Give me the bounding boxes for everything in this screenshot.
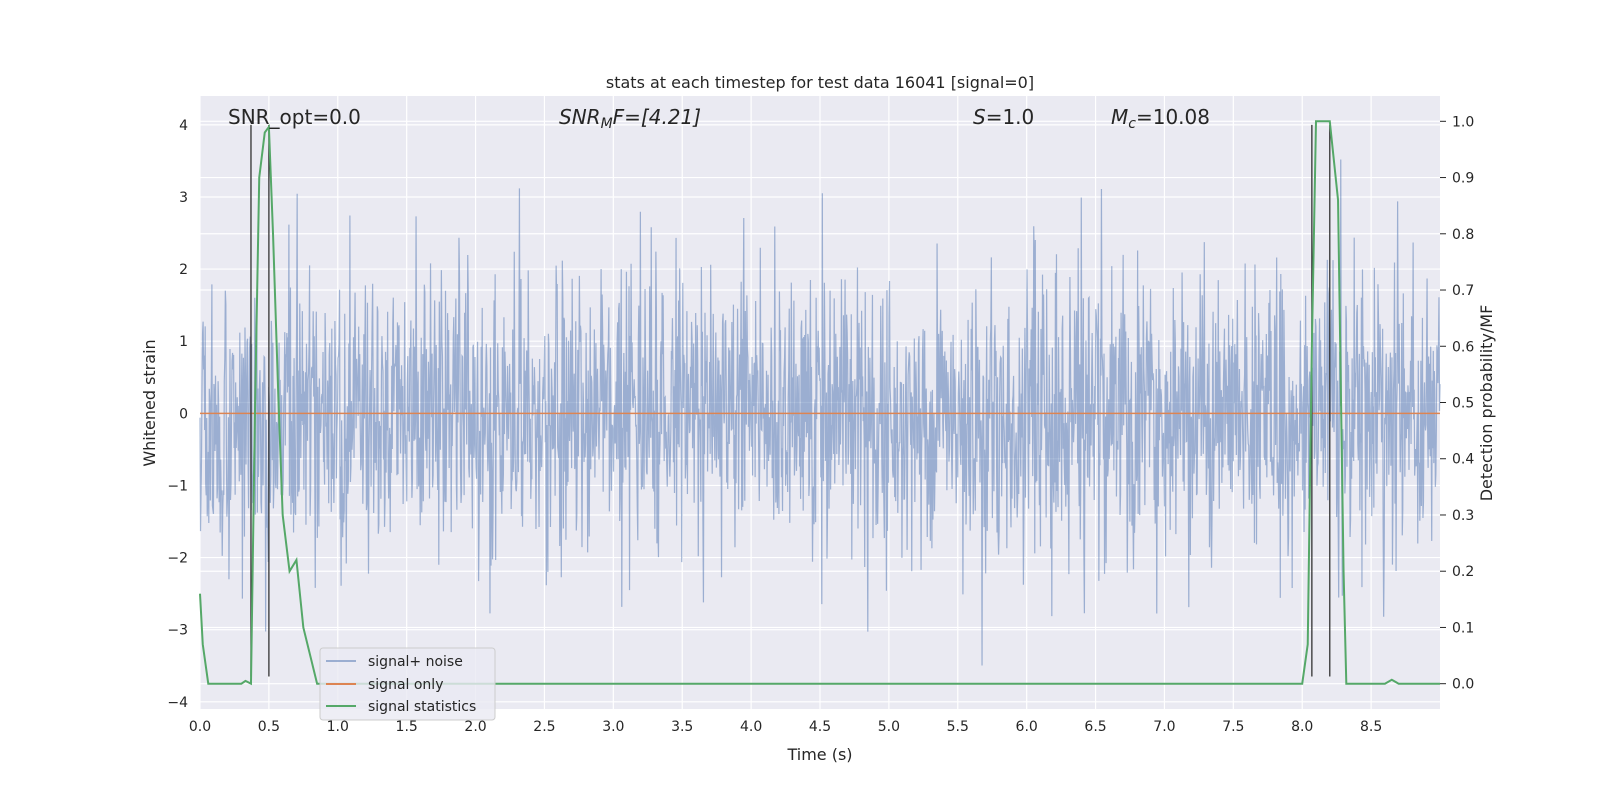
x-tick-label-2: 1.0	[327, 719, 349, 735]
mc-value: =10.08	[1136, 105, 1210, 129]
x-tick-label-3: 1.5	[396, 719, 418, 735]
y-axis-ticks: −4 −3 −2 −1 0 1 2 3 4	[167, 118, 188, 711]
annotation-s: S=1.0	[973, 105, 1034, 129]
x-tick-label-16: 8.0	[1291, 719, 1313, 735]
x-tick-label-4: 2.0	[464, 719, 486, 735]
x-tick-label-10: 5.0	[878, 719, 900, 735]
s-label: S	[973, 105, 986, 129]
x-tick-label-12: 6.0	[1016, 719, 1038, 735]
y2-axis-ticks: 0.0 0.1 0.2 0.3 0.4 0.5 0.6 0.7 0.8 0.9 1.0	[1440, 114, 1474, 693]
snr-mf-main: SNR	[559, 105, 601, 129]
y2-tick-label-1: 0.1	[1452, 620, 1474, 636]
y2-axis-label: Detection probability/MF	[1477, 305, 1496, 502]
y2-tick-label-2: 0.2	[1452, 564, 1474, 580]
y-tick-label-6: 2	[179, 262, 188, 278]
x-tick-label-0: 0.0	[189, 719, 211, 735]
x-tick-label-11: 5.5	[947, 719, 969, 735]
y2-tick-label-3: 0.3	[1452, 508, 1474, 524]
legend-label-stats: signal statistics	[368, 699, 476, 715]
annotation-mc: Mc=10.08	[1111, 105, 1210, 132]
x-tick-label-7: 3.5	[671, 719, 693, 735]
y-axis-label: Whitened strain	[140, 339, 159, 466]
y-tick-label-5: 1	[179, 334, 188, 350]
y2-tick-label-6: 0.6	[1452, 339, 1474, 355]
y-tick-label-1: −3	[167, 623, 188, 639]
legend: signal+ noise signal only signal statist…	[319, 647, 496, 721]
x-axis-label: Time (s)	[786, 745, 852, 764]
x-tick-label-9: 4.5	[809, 719, 831, 735]
annotation-snr-opt: SNR_opt=0.0	[228, 105, 361, 129]
x-tick-label-6: 3.0	[602, 719, 624, 735]
snr-mf-sub: M	[601, 116, 613, 132]
annotation-snr-mf: SNRMF=[4.21]	[559, 105, 701, 132]
y2-tick-label-9: 0.9	[1452, 171, 1474, 187]
y-tick-label-2: −2	[167, 551, 188, 567]
y2-tick-label-4: 0.4	[1452, 452, 1474, 468]
y2-tick-label-0: 0.0	[1452, 677, 1474, 693]
series-signal-noise	[199, 159, 1441, 666]
legend-box	[319, 647, 496, 721]
x-tick-label-8: 4.0	[740, 719, 762, 735]
y-tick-label-3: −1	[167, 478, 188, 494]
noise-line	[199, 159, 1441, 666]
x-tick-label-14: 7.0	[1153, 719, 1175, 735]
x-tick-label-15: 7.5	[1222, 719, 1244, 735]
snr-mf-rest: F=[4.21]	[613, 105, 701, 129]
x-tick-label-1: 0.5	[258, 719, 280, 735]
y-tick-label-8: 4	[179, 118, 188, 134]
x-axis-ticks: 0.0 0.5 1.0 1.5 2.0 2.5 3.0 3.5 4.0 4.5 5.0 5.5 6.0 6…	[189, 719, 1382, 735]
x-tick-label-13: 6.5	[1084, 719, 1106, 735]
y2-tick-label-7: 0.7	[1452, 283, 1474, 299]
y2-tick-label-5: 0.5	[1452, 396, 1474, 412]
y2-tick-label-10: 1.0	[1452, 114, 1474, 130]
mc-sub: c	[1128, 116, 1136, 132]
legend-label-noise: signal+ noise	[368, 654, 463, 670]
y-tick-label-0: −4	[167, 695, 188, 711]
y-tick-label-7: 3	[179, 190, 188, 206]
s-value: =1.0	[986, 105, 1035, 129]
y-tick-label-4: 0	[179, 406, 188, 422]
x-tick-label-5: 2.5	[533, 719, 555, 735]
mc-label: M	[1111, 105, 1128, 129]
chart-title: stats at each timestep for test data 160…	[606, 73, 1034, 92]
x-tick-label-17: 8.5	[1360, 719, 1382, 735]
legend-label-signal: signal only	[368, 677, 443, 693]
y2-tick-label-8: 0.8	[1452, 227, 1474, 243]
